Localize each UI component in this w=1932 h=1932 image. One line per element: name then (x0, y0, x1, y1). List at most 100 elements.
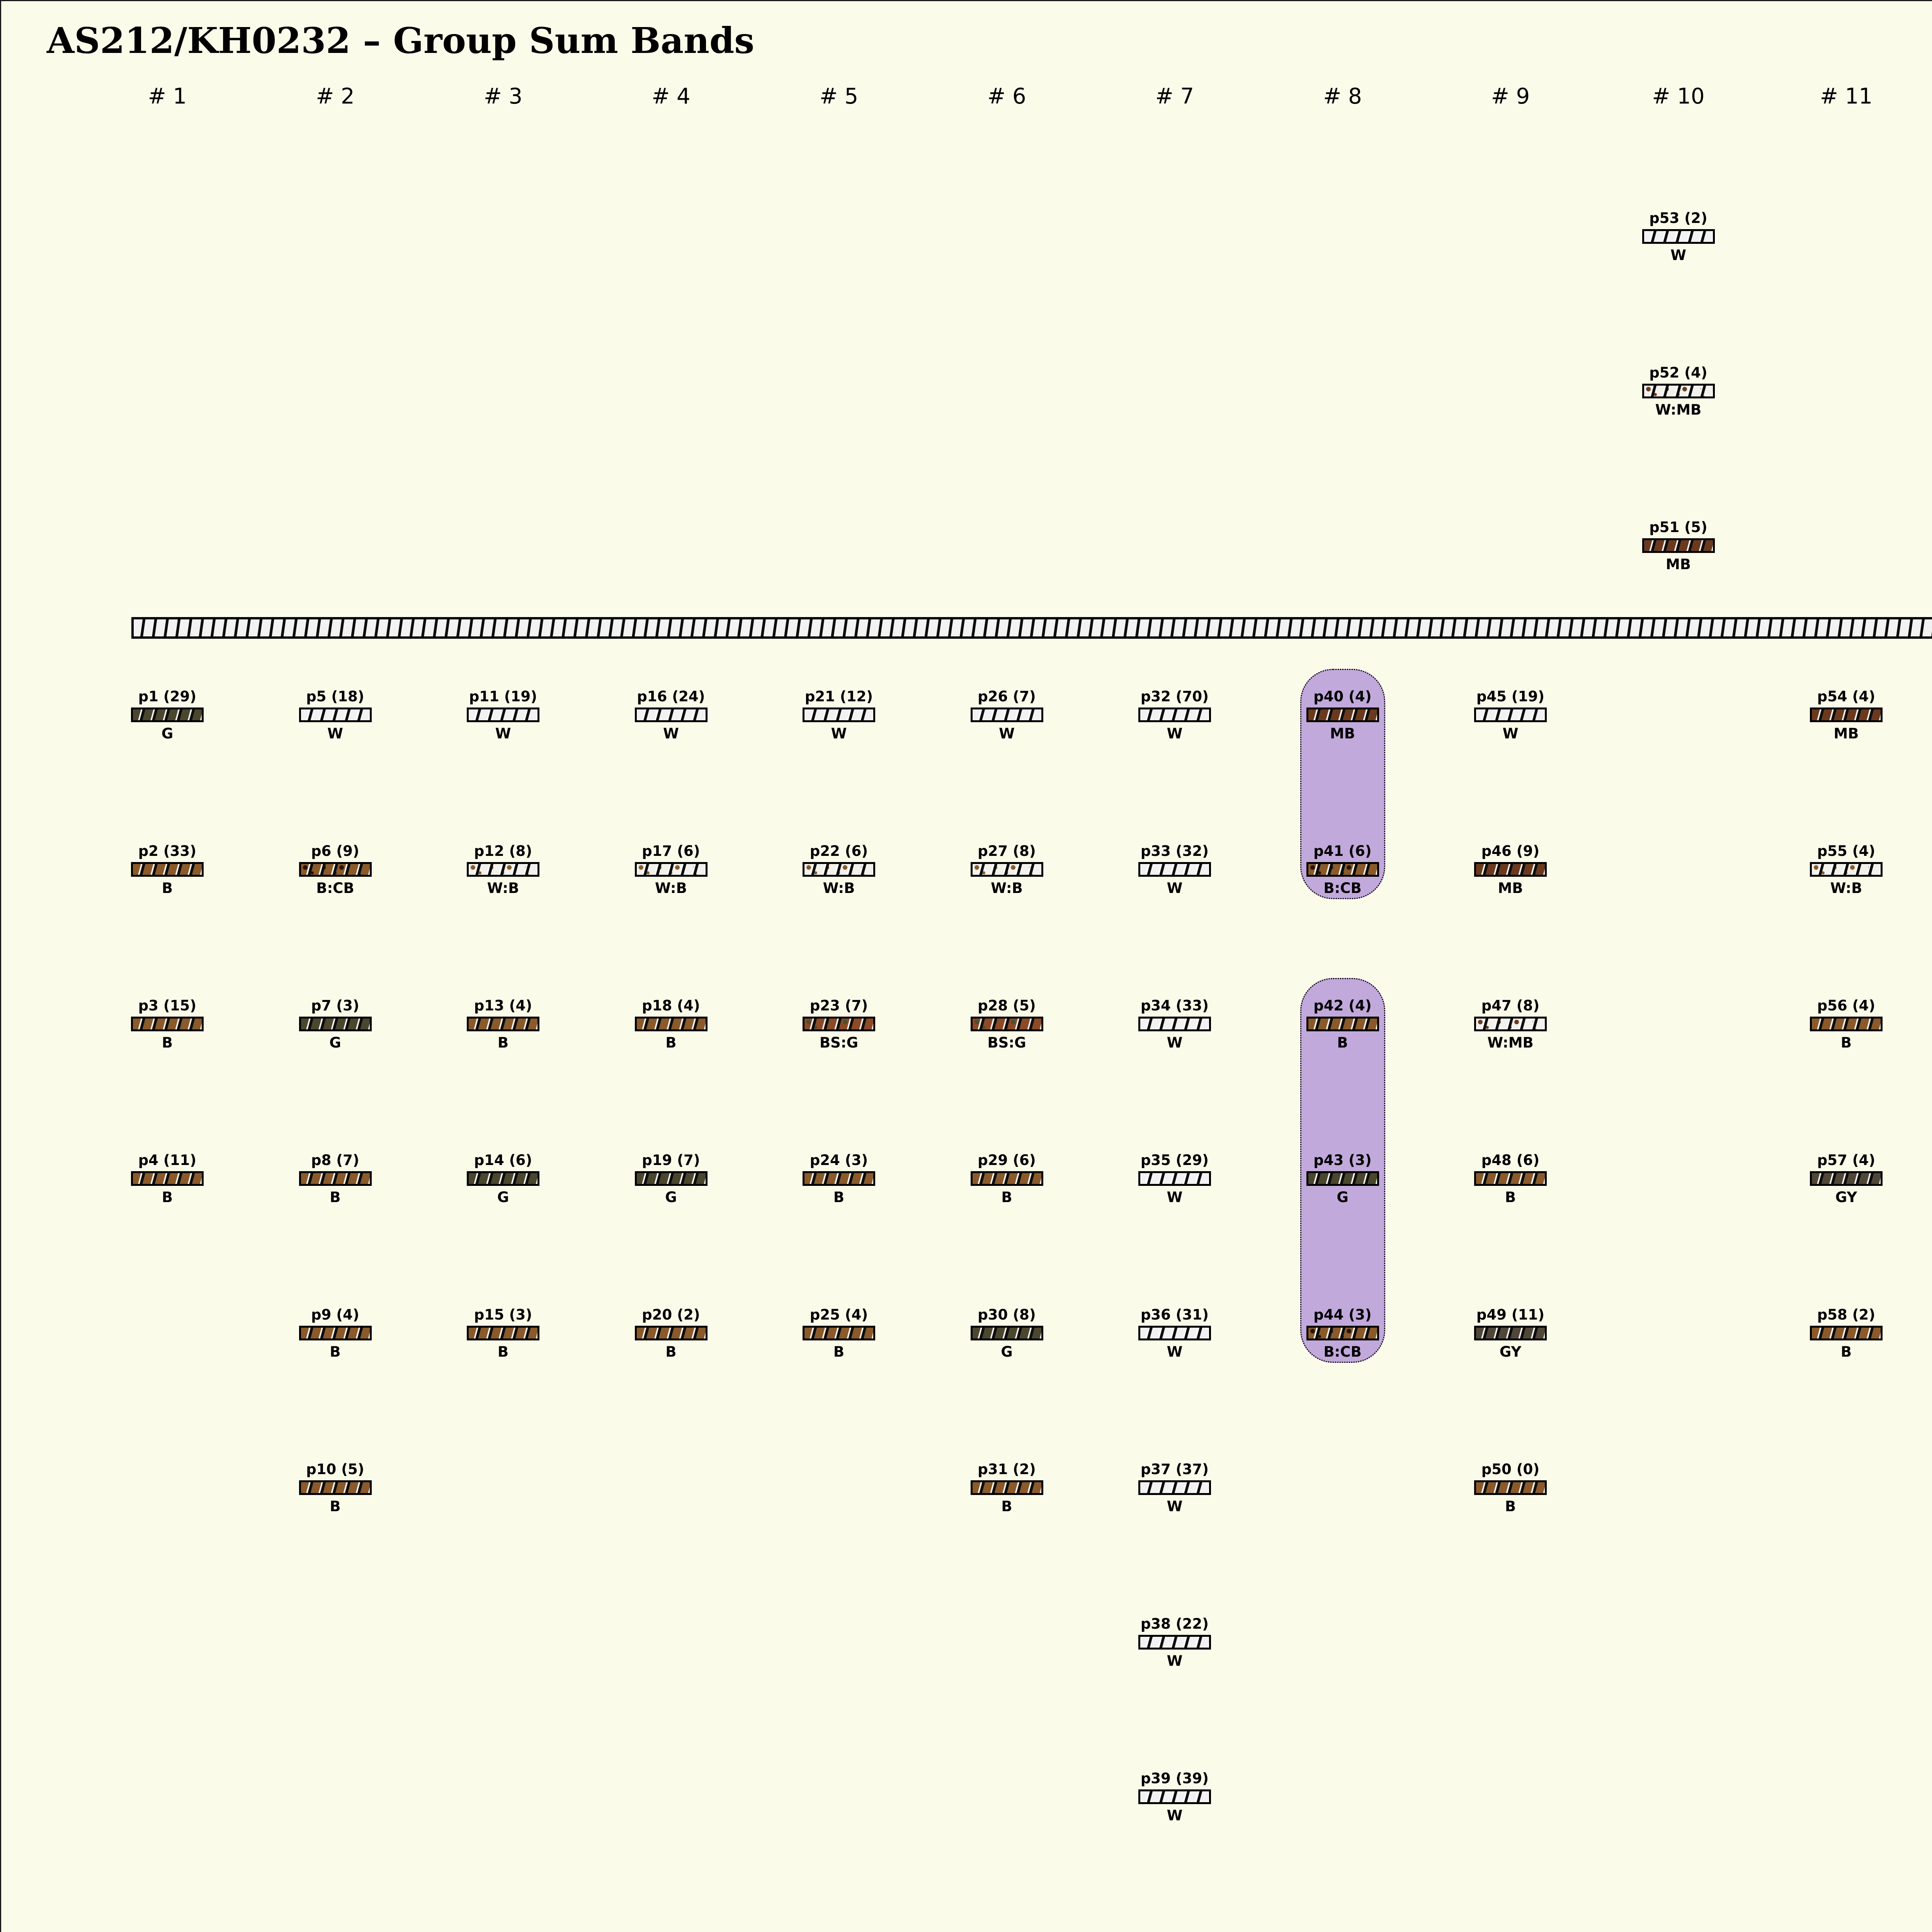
band-name-label: p6 (9) (311, 843, 359, 859)
band-code-label: W:MB (1487, 1034, 1534, 1051)
band-swatch (299, 707, 372, 722)
band-code-label: W (1167, 1807, 1183, 1824)
band-name-label: p55 (4) (1817, 843, 1876, 859)
band-swatch (803, 1326, 875, 1340)
band-code-label: G (497, 1189, 509, 1206)
band-name-label: p33 (32) (1140, 843, 1209, 859)
band-swatch (803, 1171, 875, 1186)
band-code-label: W (327, 725, 343, 742)
band-swatch (1810, 707, 1883, 722)
band-code-label: G (1337, 1189, 1349, 1206)
band-code-label: B (497, 1344, 509, 1360)
band-name-label: p54 (4) (1817, 688, 1876, 705)
band-name-label: p20 (2) (642, 1306, 700, 1323)
column-header-7: # 7 (1155, 84, 1194, 109)
band-name-label: p50 (0) (1481, 1461, 1540, 1478)
band-code-label: W (1167, 1034, 1183, 1051)
band-code-label: W (1167, 1344, 1183, 1360)
band-name-label: p45 (19) (1476, 688, 1545, 705)
band-code-label: W (1167, 1498, 1183, 1515)
band-code-label: W:B (487, 880, 519, 896)
band-swatch (299, 1171, 372, 1186)
band-name-label: p52 (4) (1649, 364, 1708, 381)
band-code-label: B (1840, 1034, 1852, 1051)
band-swatch (1138, 707, 1211, 722)
band-name-label: p10 (5) (306, 1461, 364, 1478)
band-code-label: B:CB (1323, 880, 1362, 896)
band-swatch (1138, 862, 1211, 877)
band-code-label: MB (1330, 725, 1355, 742)
band-swatch (131, 862, 204, 877)
band-code-label: MB (1498, 880, 1523, 896)
band-swatch (803, 1017, 875, 1031)
band-code-label: MB (1665, 556, 1691, 573)
band-swatch (1138, 1017, 1211, 1031)
band-name-label: p36 (31) (1140, 1306, 1209, 1323)
band-name-label: p27 (8) (978, 843, 1036, 859)
band-name-label: p46 (9) (1481, 843, 1540, 859)
band-name-label: p3 (15) (138, 997, 197, 1014)
band-code-label: B (1505, 1189, 1516, 1206)
band-code-label: B (162, 1034, 173, 1051)
band-name-label: p41 (6) (1313, 843, 1372, 859)
band-code-label: G (329, 1034, 341, 1051)
band-name-label: p5 (18) (306, 688, 364, 705)
band-code-label: B (162, 1189, 173, 1206)
page-title: AS212/KH0232 – Group Sum Bands (47, 20, 755, 61)
band-swatch (1642, 538, 1715, 553)
band-swatch (1810, 862, 1883, 877)
band-name-label: p7 (3) (311, 997, 359, 1014)
band-swatch (1810, 1326, 1883, 1340)
band-name-label: p15 (3) (474, 1306, 532, 1323)
band-name-label: p49 (11) (1476, 1306, 1545, 1323)
band-code-label: B:CB (1323, 1344, 1362, 1360)
band-name-label: p2 (33) (138, 843, 197, 859)
band-swatch (131, 707, 204, 722)
band-name-label: p47 (8) (1481, 997, 1540, 1014)
band-code-label: G (1001, 1344, 1013, 1360)
band-name-label: p39 (39) (1140, 1770, 1209, 1787)
band-code-label: W (1167, 880, 1183, 896)
band-swatch (1474, 707, 1547, 722)
highlight-group-purple-col8 (1300, 669, 1385, 899)
band-name-label: p9 (4) (311, 1306, 359, 1323)
band-code-label: W (1167, 1653, 1183, 1669)
band-name-label: p1 (29) (138, 688, 197, 705)
band-swatch (299, 1480, 372, 1495)
band-code-label: GY (1499, 1344, 1522, 1360)
band-name-label: p43 (3) (1313, 1152, 1372, 1168)
band-code-label: G (161, 725, 173, 742)
band-name-label: p32 (70) (1140, 688, 1209, 705)
band-code-label: B (330, 1189, 341, 1206)
band-code-label: B (833, 1344, 845, 1360)
band-name-label: p48 (6) (1481, 1152, 1540, 1168)
band-swatch (1474, 862, 1547, 877)
band-swatch (299, 862, 372, 877)
band-swatch (131, 1017, 204, 1031)
band-code-label: W (831, 725, 847, 742)
band-name-label: p37 (37) (1140, 1461, 1209, 1478)
column-header-2: # 2 (316, 84, 355, 109)
band-code-label: B (665, 1344, 677, 1360)
band-swatch (1810, 1017, 1883, 1031)
band-name-label: p34 (33) (1140, 997, 1209, 1014)
band-swatch (970, 707, 1043, 722)
band-code-label: B (1001, 1498, 1012, 1515)
band-code-label: GY (1835, 1189, 1857, 1206)
band-name-label: p23 (7) (810, 997, 868, 1014)
column-header-3: # 3 (483, 84, 523, 109)
band-swatch (634, 707, 707, 722)
band-swatch (1138, 1789, 1211, 1804)
band-code-label: W:B (1830, 880, 1862, 896)
band-swatch (1138, 1635, 1211, 1650)
band-code-label: B (330, 1498, 341, 1515)
band-name-label: p53 (2) (1649, 210, 1708, 226)
band-code-label: B:CB (316, 880, 354, 896)
band-name-label: p29 (6) (978, 1152, 1036, 1168)
band-name-label: p13 (4) (474, 997, 532, 1014)
band-code-label: B (1337, 1034, 1348, 1051)
band-name-label: p28 (5) (978, 997, 1036, 1014)
band-name-label: p44 (3) (1313, 1306, 1372, 1323)
band-name-label: p22 (6) (810, 843, 868, 859)
band-name-label: p30 (8) (978, 1306, 1036, 1323)
